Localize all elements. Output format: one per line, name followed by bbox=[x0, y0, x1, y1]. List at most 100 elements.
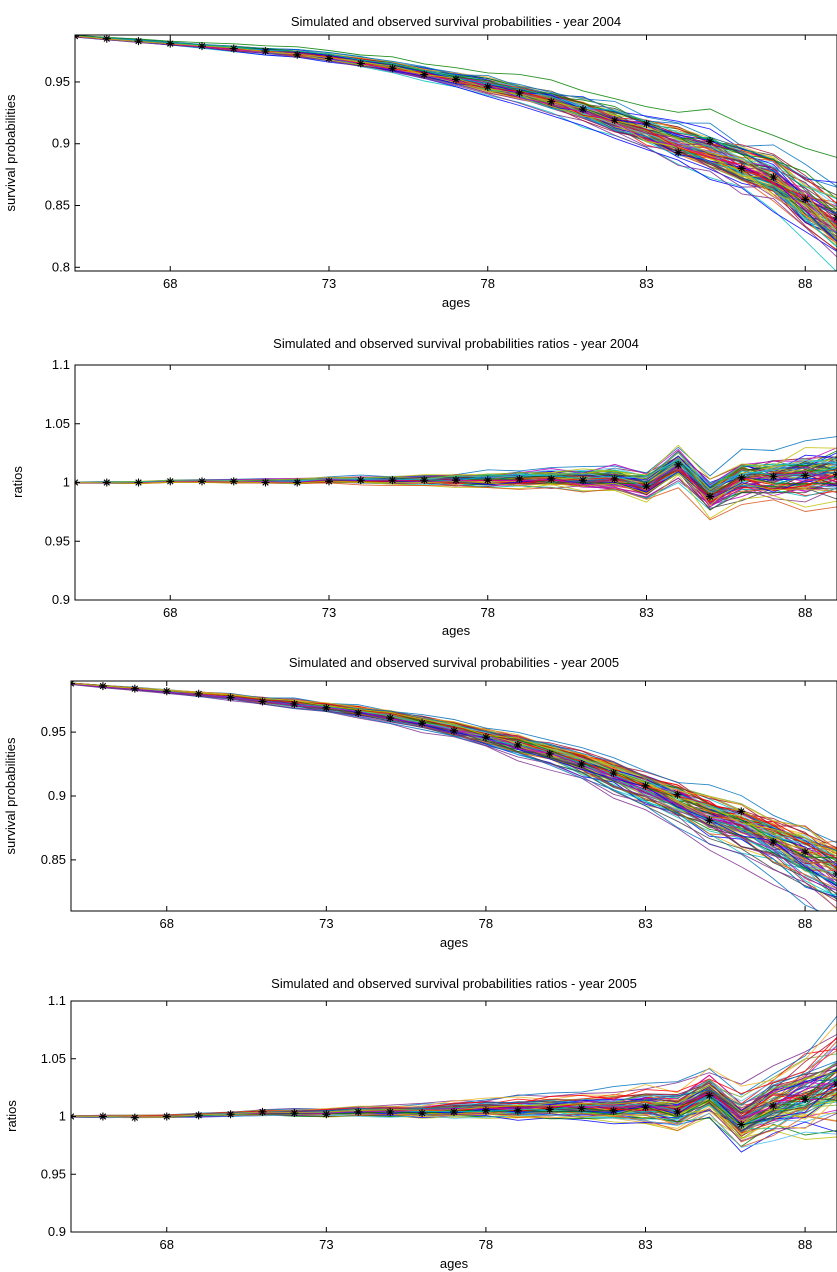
y-tick-label: 0.95 bbox=[45, 74, 70, 89]
simulated-lines bbox=[71, 1015, 837, 1153]
observed-point bbox=[261, 47, 270, 56]
observed-point bbox=[769, 173, 778, 182]
simulated-series-line bbox=[75, 35, 837, 215]
simulated-series-line bbox=[75, 35, 837, 217]
x-tick-label: 73 bbox=[322, 605, 336, 620]
observed-point bbox=[134, 37, 143, 46]
simulated-series-line bbox=[71, 683, 837, 882]
simulated-series-line bbox=[71, 683, 837, 889]
observed-point bbox=[547, 97, 556, 106]
observed-point bbox=[98, 1112, 107, 1121]
observed-point bbox=[641, 781, 650, 790]
chart-title: Simulated and observed survival probabil… bbox=[289, 655, 619, 670]
simulated-series-line bbox=[75, 35, 837, 215]
chart-ratios-2005: Simulated and observed survival probabil… bbox=[4, 976, 837, 1271]
x-tick-label: 78 bbox=[481, 276, 495, 291]
observed-markers bbox=[75, 35, 837, 222]
y-tick-label: 0.9 bbox=[52, 136, 70, 151]
simulated-series-line bbox=[75, 35, 837, 231]
observed-point bbox=[609, 769, 618, 777]
observed-point bbox=[102, 35, 111, 43]
simulated-series-line bbox=[71, 683, 837, 886]
observed-point bbox=[258, 697, 267, 706]
observed-point bbox=[547, 474, 556, 483]
y-tick-label: 0.9 bbox=[52, 592, 70, 607]
observed-point bbox=[674, 148, 683, 157]
chart-title: Simulated and observed survival probabil… bbox=[291, 14, 621, 29]
observed-point bbox=[769, 838, 778, 846]
observed-point bbox=[674, 460, 683, 469]
simulated-series-line bbox=[75, 35, 837, 224]
y-tick-label: 1.05 bbox=[41, 1051, 66, 1066]
x-tick-label: 83 bbox=[638, 1237, 652, 1252]
observed-point bbox=[229, 44, 238, 53]
simulated-series-line bbox=[71, 683, 837, 884]
simulated-series-line bbox=[75, 36, 837, 236]
simulated-series-line bbox=[71, 683, 837, 885]
simulated-series-line bbox=[71, 682, 837, 881]
simulated-series-line bbox=[75, 35, 837, 217]
simulated-series-line bbox=[75, 36, 837, 241]
simulated-series-line bbox=[71, 683, 837, 878]
simulated-series-line bbox=[71, 683, 837, 875]
x-tick-label: 88 bbox=[798, 916, 812, 931]
simulated-series-line bbox=[71, 683, 837, 887]
observed-point bbox=[577, 1104, 586, 1113]
simulated-series-line bbox=[71, 683, 837, 865]
simulated-series-line bbox=[75, 36, 837, 230]
simulated-series-line bbox=[71, 683, 837, 898]
observed-point bbox=[452, 476, 460, 485]
y-tick-label: 0.9 bbox=[48, 1224, 66, 1239]
simulated-series-line bbox=[75, 35, 837, 219]
simulated-series-line bbox=[75, 36, 837, 234]
observed-point bbox=[130, 684, 139, 693]
observed-point bbox=[98, 682, 107, 691]
observed-point bbox=[325, 477, 333, 486]
simulated-series-line bbox=[75, 35, 837, 227]
simulated-series-line bbox=[71, 683, 837, 909]
observed-point bbox=[579, 476, 587, 485]
observed-point bbox=[420, 70, 429, 79]
observed-point bbox=[386, 1107, 395, 1116]
observed-point bbox=[450, 1107, 458, 1116]
simulated-series-line bbox=[75, 35, 837, 232]
y-tick-label: 1.1 bbox=[48, 993, 66, 1008]
observed-point bbox=[483, 82, 492, 91]
simulated-series-line bbox=[71, 683, 837, 887]
observed-point bbox=[513, 740, 522, 749]
observed-point bbox=[322, 1110, 331, 1119]
observed-point bbox=[325, 54, 333, 63]
simulated-series-line bbox=[75, 35, 837, 240]
simulated-series-line bbox=[75, 35, 837, 232]
simulated-series-line bbox=[71, 682, 837, 881]
observed-point bbox=[166, 477, 175, 486]
simulated-series-line bbox=[71, 683, 837, 902]
observed-point bbox=[483, 476, 492, 485]
observed-point bbox=[388, 64, 397, 73]
x-tick-label: 88 bbox=[798, 1237, 812, 1252]
x-tick-label: 68 bbox=[163, 605, 177, 620]
observed-point bbox=[290, 700, 299, 708]
simulated-series-line bbox=[75, 35, 837, 241]
chart-survival-2005: Simulated and observed survival probabil… bbox=[3, 655, 837, 950]
observed-point bbox=[229, 477, 238, 486]
simulated-series-line bbox=[75, 35, 837, 213]
observed-point bbox=[801, 848, 810, 857]
simulated-series-line bbox=[71, 683, 837, 911]
observed-point bbox=[610, 474, 619, 483]
simulated-series-line bbox=[75, 35, 837, 219]
x-axis-label: ages bbox=[440, 1256, 469, 1271]
x-tick-label: 83 bbox=[638, 916, 652, 931]
x-tick-label: 88 bbox=[798, 605, 812, 620]
simulated-series-line bbox=[71, 683, 837, 879]
simulated-series-line bbox=[75, 35, 837, 200]
y-axis-label: ratios bbox=[4, 1100, 19, 1132]
simulated-series-line bbox=[71, 683, 837, 865]
observed-point bbox=[642, 119, 651, 128]
observed-point bbox=[134, 478, 143, 487]
observed-point bbox=[705, 816, 714, 825]
y-axis-label: survival probabilities bbox=[3, 737, 18, 855]
simulated-series-line bbox=[75, 35, 837, 216]
y-tick-label: 0.8 bbox=[52, 259, 70, 274]
